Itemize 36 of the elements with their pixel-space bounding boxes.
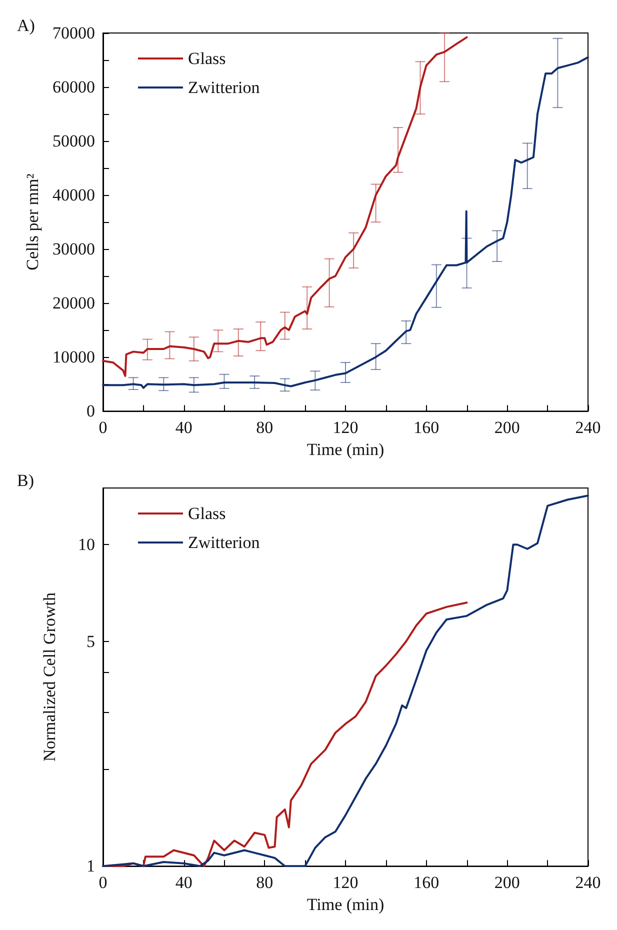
y-tick-label: 50000 bbox=[52, 132, 95, 151]
x-tick-label: 240 bbox=[575, 418, 601, 438]
legend-label: Zwitterion bbox=[188, 78, 260, 97]
x-tick-label: 0 bbox=[98, 873, 108, 892]
x-tick-label: 120 bbox=[332, 873, 358, 892]
chart-title: A) bbox=[17, 16, 35, 35]
y-tick-label: 0 bbox=[86, 402, 95, 421]
legend-label: Glass bbox=[188, 504, 226, 523]
x-tick-label: 120 bbox=[332, 418, 358, 438]
x-tick-label: 160 bbox=[414, 418, 440, 438]
y-tick-label: 60000 bbox=[52, 78, 95, 97]
x-tick-label: 240 bbox=[575, 873, 601, 892]
x-tick-label: 80 bbox=[256, 418, 274, 438]
y-tick-label: 40000 bbox=[52, 186, 95, 205]
legend-label: Zwitterion bbox=[188, 533, 260, 552]
y-axis-title: Normalized Cell Growth bbox=[40, 592, 59, 762]
chart-title: B) bbox=[17, 471, 34, 490]
x-tick-label: 0 bbox=[98, 418, 108, 438]
x-tick-label: 40 bbox=[175, 418, 192, 438]
x-tick-label: 200 bbox=[494, 873, 520, 892]
y-tick-label: 5 bbox=[86, 632, 95, 651]
x-tick-label: 160 bbox=[414, 873, 440, 892]
x-axis-title: Time (min) bbox=[306, 895, 384, 914]
x-tick-label: 80 bbox=[256, 873, 274, 892]
x-axis-title: Time (min) bbox=[306, 440, 384, 459]
x-tick-label: 200 bbox=[494, 418, 520, 438]
x-tick-label: 40 bbox=[175, 873, 192, 892]
line-series bbox=[102, 36, 468, 377]
legend-label: Glass bbox=[188, 49, 226, 68]
y-tick-label: 1 bbox=[86, 856, 95, 876]
y-axis-title: Cells per mm² bbox=[23, 174, 42, 270]
y-tick-label: 10000 bbox=[52, 348, 95, 367]
y-tick-label: 10 bbox=[78, 535, 95, 554]
y-tick-label: 20000 bbox=[52, 294, 95, 313]
y-tick-label: 70000 bbox=[52, 24, 95, 42]
y-tick-label: 30000 bbox=[52, 240, 95, 259]
